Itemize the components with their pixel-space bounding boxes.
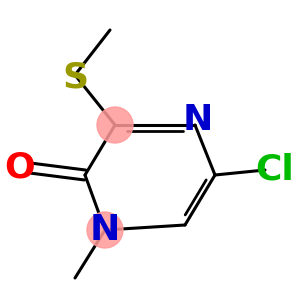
Circle shape [97,107,133,143]
Text: S: S [62,61,88,95]
Text: N: N [183,103,213,137]
Text: O: O [4,151,35,185]
Circle shape [87,212,123,248]
Text: N: N [90,213,120,247]
Text: Cl: Cl [256,153,294,187]
